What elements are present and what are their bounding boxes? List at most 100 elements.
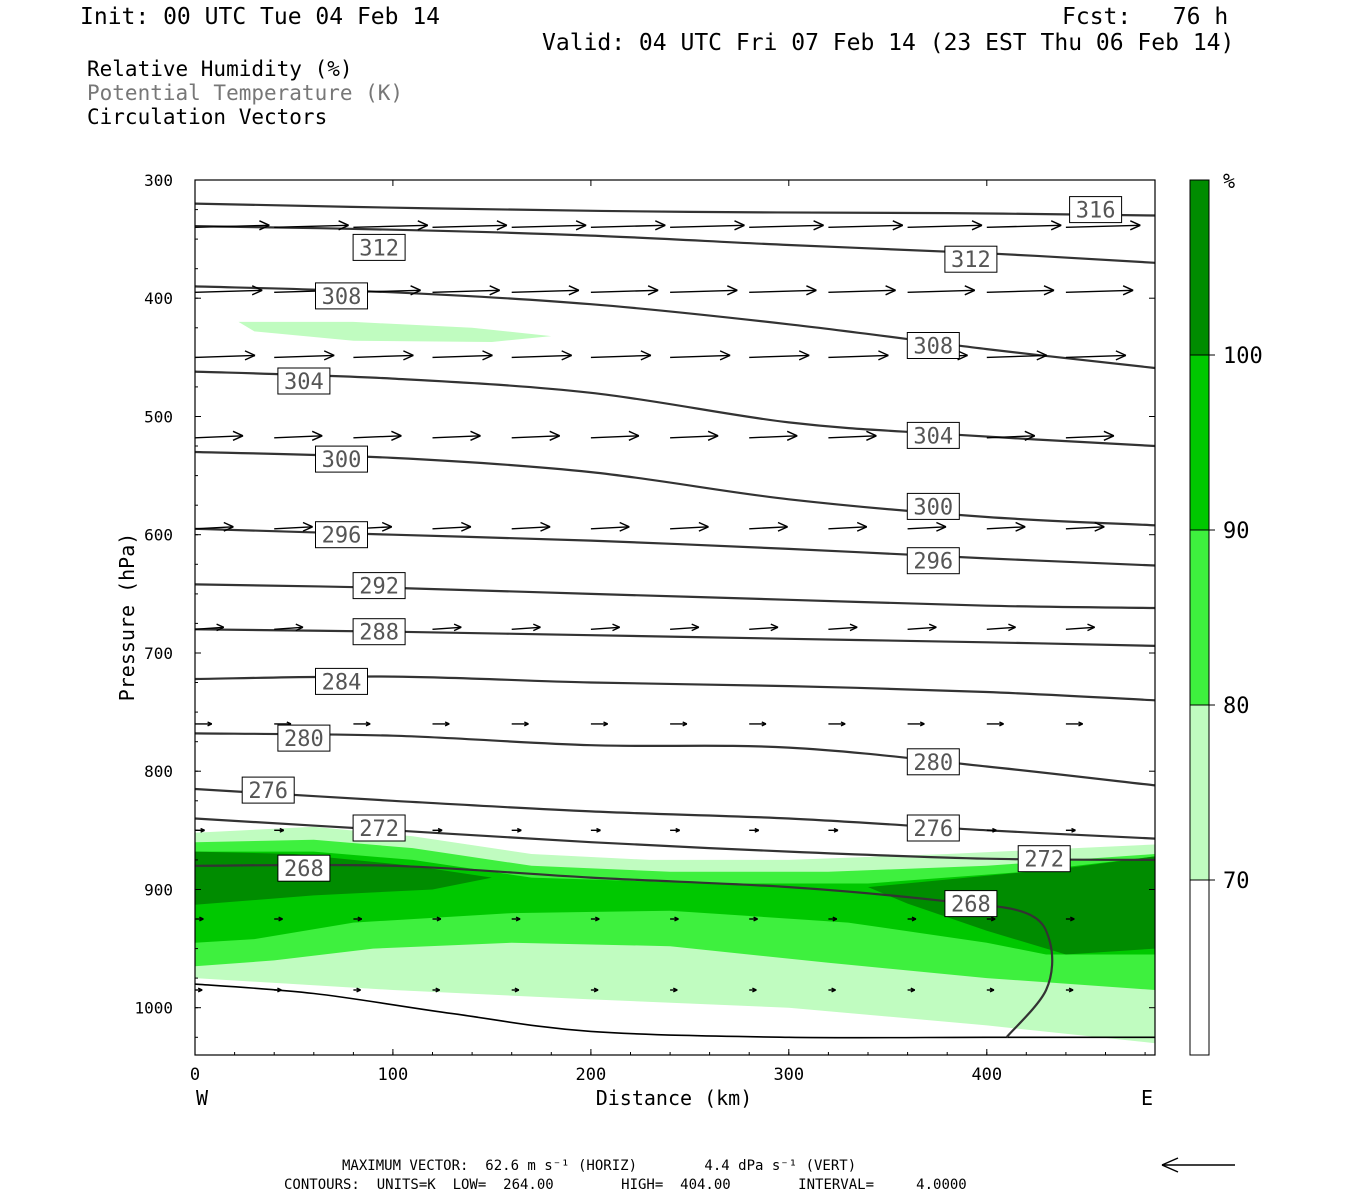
circulation-vector	[828, 354, 889, 359]
circulation-vector-head	[1071, 827, 1076, 833]
y-tick-label: 600	[144, 526, 173, 545]
theta-contour-268	[195, 863, 1054, 1039]
contour-label-312: 312	[951, 248, 991, 273]
y-axis-label: Pressure (hPa)	[115, 533, 139, 702]
circulation-vector-head	[674, 916, 679, 922]
theta-contour-292	[195, 583, 1155, 610]
colorbar-label-100: 100	[1223, 344, 1263, 369]
circulation-vector-head	[1070, 916, 1075, 922]
theta-contour-312	[195, 225, 1155, 264]
contour-label-288: 288	[359, 621, 399, 646]
contour-label-box	[352, 814, 406, 842]
contour-label-272: 272	[359, 817, 399, 842]
x-tick-label: 300	[773, 1065, 804, 1085]
x-tick-label: 200	[576, 1065, 607, 1085]
colorbar-segment	[1190, 880, 1209, 1055]
circulation-vector	[749, 526, 788, 530]
circulation-vector	[511, 526, 551, 530]
contour-label-box	[906, 814, 960, 842]
circulation-vector	[590, 435, 639, 439]
contour-label-292: 292	[359, 575, 399, 600]
rh-region-70	[238, 321, 552, 342]
colorbar-segment	[1190, 355, 1209, 530]
circulation-vector-head	[403, 350, 414, 361]
circulation-vector	[749, 626, 779, 630]
circulation-vector-head	[223, 521, 234, 532]
contour-label-box	[906, 332, 960, 359]
circulation-vector-head	[806, 285, 817, 296]
circulation-vector-head	[1103, 430, 1115, 441]
y-tick-label: 300	[144, 171, 173, 190]
contour-label-316: 316	[1076, 199, 1116, 224]
circulation-vector-head	[675, 827, 680, 833]
colorbar-segment	[1190, 180, 1209, 355]
circulation-vector-head	[919, 721, 925, 727]
circulation-vector-head	[232, 430, 244, 441]
circulation-vector-head	[1015, 521, 1026, 532]
circulation-vector-head	[482, 350, 493, 361]
circulation-vector-head	[568, 285, 580, 296]
circulation-vector-head	[910, 987, 916, 993]
circulation-vector	[195, 526, 234, 530]
circulation-vector	[828, 224, 903, 228]
contour-label-268: 268	[951, 893, 991, 918]
circulation-vector-head	[798, 350, 810, 361]
circulation-vector-head	[990, 916, 996, 922]
circulation-vector-head	[595, 916, 600, 922]
circulation-vector	[986, 435, 1035, 439]
circulation-vector	[274, 526, 313, 530]
circulation-vector-head	[540, 521, 551, 532]
contour-label-box	[277, 724, 331, 752]
circulation-vector	[828, 289, 896, 293]
circulation-vector-head	[436, 916, 442, 922]
colorbar-label-70: 70	[1223, 869, 1250, 894]
circulation-vector-head	[575, 220, 587, 231]
circulation-vector	[907, 289, 975, 293]
circulation-vector-head	[593, 987, 599, 993]
circulation-vector	[195, 354, 256, 359]
circulation-vector	[195, 224, 270, 228]
circulation-vector-head	[596, 827, 601, 833]
circulation-vector-head	[461, 521, 472, 532]
contour-label-276: 276	[248, 779, 288, 804]
circulation-vector-head	[244, 350, 256, 361]
contour-label-296: 296	[913, 550, 953, 575]
colorbar-segment	[1190, 705, 1209, 880]
circulation-vector-head	[1094, 521, 1105, 532]
circulation-vector-head	[727, 285, 738, 296]
contour-label-box	[906, 748, 960, 776]
circulation-vector-head	[777, 521, 788, 532]
circulation-vector-head	[1043, 285, 1055, 296]
contour-label-box	[906, 492, 960, 520]
circulation-vector-head	[752, 987, 757, 993]
circulation-vector-head	[971, 220, 983, 231]
contour-label-box	[1017, 845, 1071, 873]
rh-fill-layer	[195, 321, 1155, 1044]
circulation-vector	[353, 224, 428, 228]
circulation-vector-head	[603, 721, 608, 727]
circulation-vector-head	[673, 987, 678, 993]
circulation-vector-head	[207, 721, 213, 727]
x-axis-label: Distance (km)	[596, 1086, 753, 1110]
circulation-vector-head	[514, 987, 520, 993]
contour-label-276: 276	[913, 817, 953, 842]
circulation-vector-head	[707, 430, 719, 441]
circulation-vector-head	[1008, 623, 1016, 632]
circulation-vector-head	[840, 721, 846, 727]
circulation-vector	[432, 354, 493, 359]
circulation-vector-head	[856, 521, 868, 532]
colorbar-frame	[1189, 179, 1210, 1056]
circulation-vector	[590, 224, 666, 228]
circulation-vector	[986, 354, 1047, 359]
circulation-vector-head	[216, 623, 225, 632]
circulation-vector	[1065, 224, 1141, 228]
circulation-vector-head	[489, 285, 500, 296]
circulation-vector-head	[989, 987, 995, 993]
y-tick-label: 400	[144, 289, 173, 308]
circulation-vector	[590, 289, 659, 293]
circulation-vector	[670, 626, 699, 630]
circulation-vector-head	[832, 916, 838, 922]
circulation-vector-head	[999, 721, 1004, 727]
legend-relative-humidity: Relative Humidity (%)	[87, 57, 353, 81]
circulation-vector	[1065, 354, 1126, 359]
